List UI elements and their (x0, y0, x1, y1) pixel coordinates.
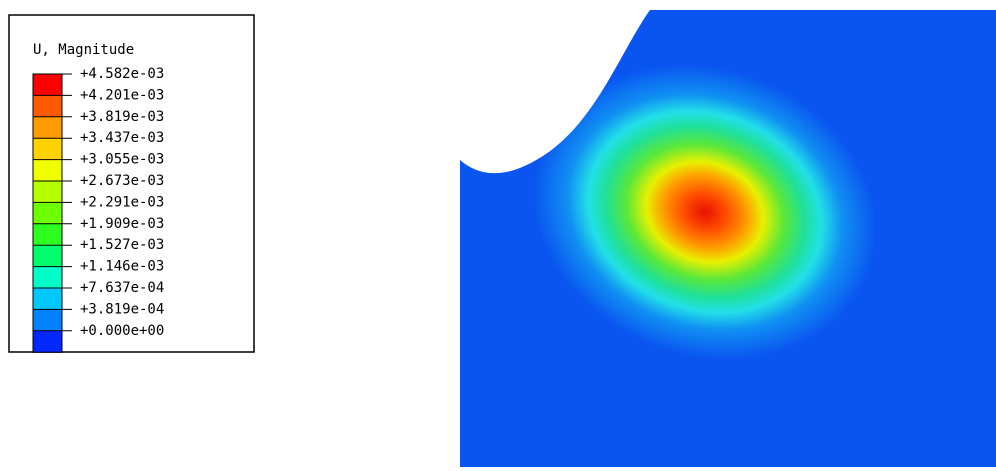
legend-label: +1.146e-03 (80, 259, 164, 275)
legend-label: +3.819e-03 (80, 109, 164, 125)
color-band (33, 116, 62, 139)
color-bar-outline (32, 73, 63, 353)
color-band (33, 202, 62, 225)
color-band (33, 266, 62, 289)
color-band (33, 181, 62, 203)
color-band (33, 330, 62, 353)
legend-label: +3.055e-03 (80, 152, 164, 168)
displacement-contour (460, 10, 996, 467)
legend-label: +3.819e-04 (80, 301, 164, 317)
legend-label: +3.437e-03 (80, 130, 164, 146)
legend-label: +4.201e-03 (80, 87, 164, 103)
color-band (33, 74, 62, 96)
legend-label: +1.909e-03 (80, 216, 164, 232)
color-band (33, 245, 62, 268)
legend-title: U, Magnitude (33, 42, 134, 58)
legend-label: +2.291e-03 (80, 194, 164, 210)
color-band (33, 138, 62, 161)
color-band (33, 223, 62, 246)
color-band (33, 95, 62, 118)
color-band (33, 159, 62, 182)
legend-label: +0.000e+00 (80, 323, 164, 339)
legend-label: +2.673e-03 (80, 173, 164, 189)
legend-label: +1.527e-03 (80, 237, 164, 253)
legend-label: +7.637e-04 (80, 280, 164, 296)
color-band (33, 288, 62, 310)
legend-label: +4.582e-03 (80, 66, 164, 82)
legend: +4.582e-03 +4.201e-03 +3.819e-03 +3.437e-03… (32, 66, 164, 353)
color-band (33, 309, 62, 332)
